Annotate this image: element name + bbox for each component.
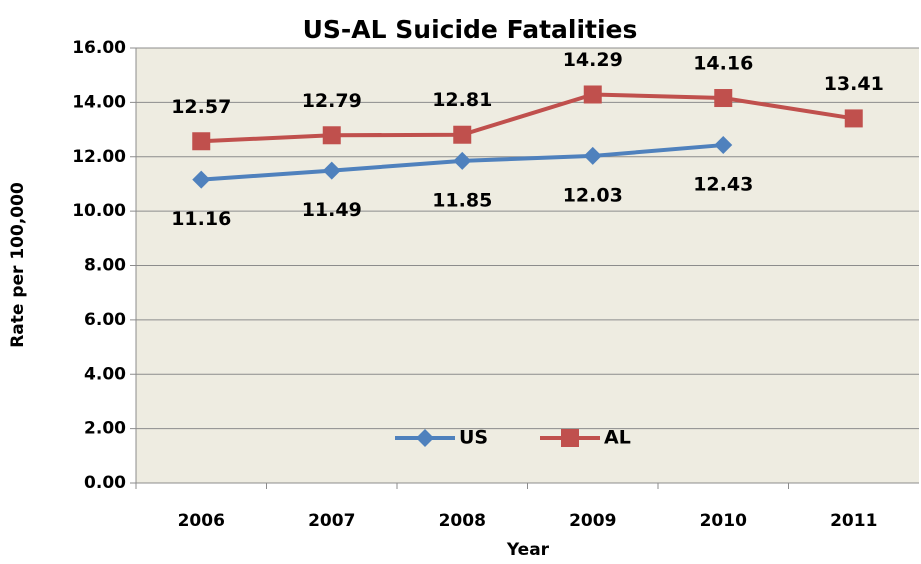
y-tick-label: 14.00 bbox=[72, 92, 126, 112]
data-point bbox=[453, 151, 472, 170]
data-point bbox=[322, 126, 341, 145]
data-label: 12.81 bbox=[432, 89, 492, 111]
data-label: 11.49 bbox=[302, 199, 362, 221]
data-label: 11.85 bbox=[432, 189, 492, 211]
y-tick-label: 2.00 bbox=[84, 419, 126, 439]
data-label: 12.79 bbox=[302, 90, 362, 112]
data-point bbox=[192, 170, 211, 189]
series-line bbox=[201, 92, 855, 144]
y-tick-label: 16.00 bbox=[72, 38, 126, 58]
data-point bbox=[714, 89, 733, 108]
y-tick-label: 12.00 bbox=[72, 147, 126, 167]
data-point bbox=[583, 85, 602, 104]
y-tick-label: 8.00 bbox=[84, 256, 126, 276]
chart-title: US-AL Suicide Fatalities bbox=[303, 15, 638, 44]
x-tick-label: 2008 bbox=[439, 511, 486, 531]
data-point bbox=[192, 132, 211, 151]
data-point bbox=[322, 161, 341, 180]
data-point bbox=[583, 146, 602, 165]
legend-marker bbox=[561, 429, 579, 447]
x-tick-label: 2009 bbox=[569, 511, 616, 531]
data-label: 12.57 bbox=[171, 96, 231, 118]
y-tick-label: 4.00 bbox=[84, 364, 126, 384]
data-label: 14.16 bbox=[693, 53, 753, 75]
x-tick-label: 2007 bbox=[308, 511, 355, 531]
y-tick-label: 6.00 bbox=[84, 310, 126, 330]
data-label: 12.43 bbox=[693, 174, 753, 196]
legend-marker bbox=[416, 429, 434, 447]
x-tick-label: 2011 bbox=[830, 511, 877, 531]
legend-label: US bbox=[459, 427, 488, 449]
data-label: 14.29 bbox=[563, 49, 623, 71]
data-point bbox=[714, 136, 733, 155]
y-axis-title: Rate per 100,000 bbox=[8, 182, 28, 348]
x-tick-label: 2010 bbox=[700, 511, 747, 531]
data-label: 13.41 bbox=[824, 73, 884, 95]
data-label: 12.03 bbox=[563, 184, 623, 206]
legend-label: AL bbox=[604, 427, 631, 449]
x-tick-label: 2006 bbox=[178, 511, 225, 531]
y-tick-label: 0.00 bbox=[84, 473, 126, 493]
data-label: 11.16 bbox=[171, 208, 231, 230]
x-axis-title: Year bbox=[506, 540, 550, 560]
y-tick-label: 10.00 bbox=[72, 201, 126, 221]
data-point bbox=[844, 109, 863, 128]
data-point bbox=[453, 125, 472, 144]
